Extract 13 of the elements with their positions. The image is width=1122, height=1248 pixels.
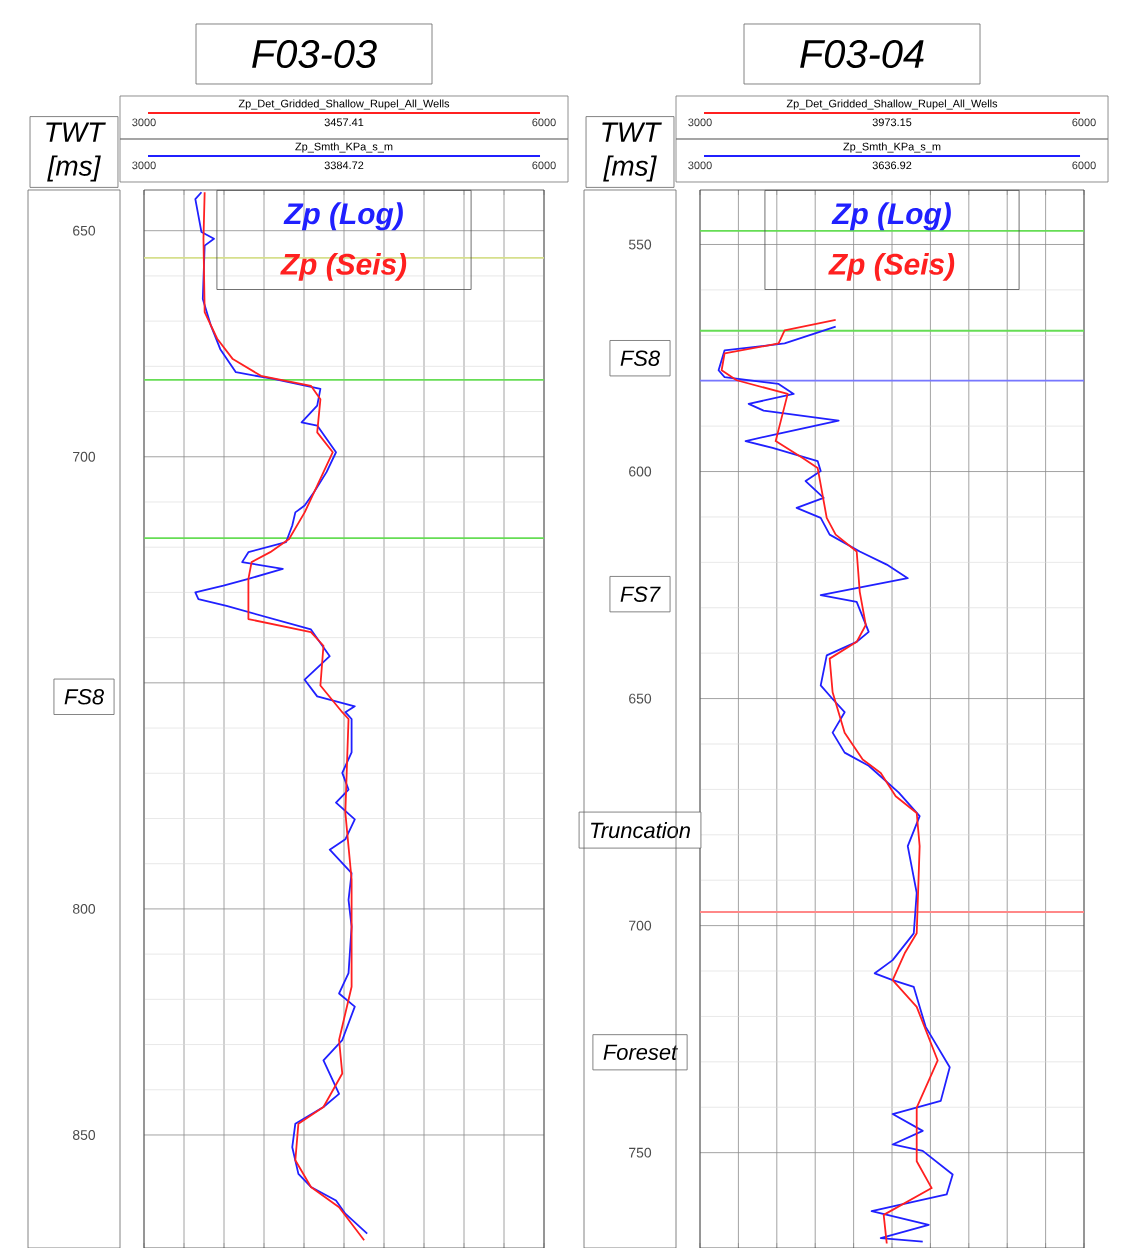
text: Zp (Log) [831,202,951,231]
y-axis-title: TWT [ms] [46,122,106,182]
series-label: Zp (Seis) [828,252,955,281]
text: FS8 [620,350,660,366]
text: Foreset [603,1044,678,1060]
chart-title: F03-04 [800,39,924,69]
chart-title: F03-03 [252,39,377,69]
text: Zp (Log) [283,202,403,231]
y-axis-title: TWT [ms] [602,122,662,182]
text: FS8 [64,689,104,705]
text: FS7 [620,586,661,602]
text: Truncation [591,822,690,839]
text: Zp (Seis) [280,252,407,281]
